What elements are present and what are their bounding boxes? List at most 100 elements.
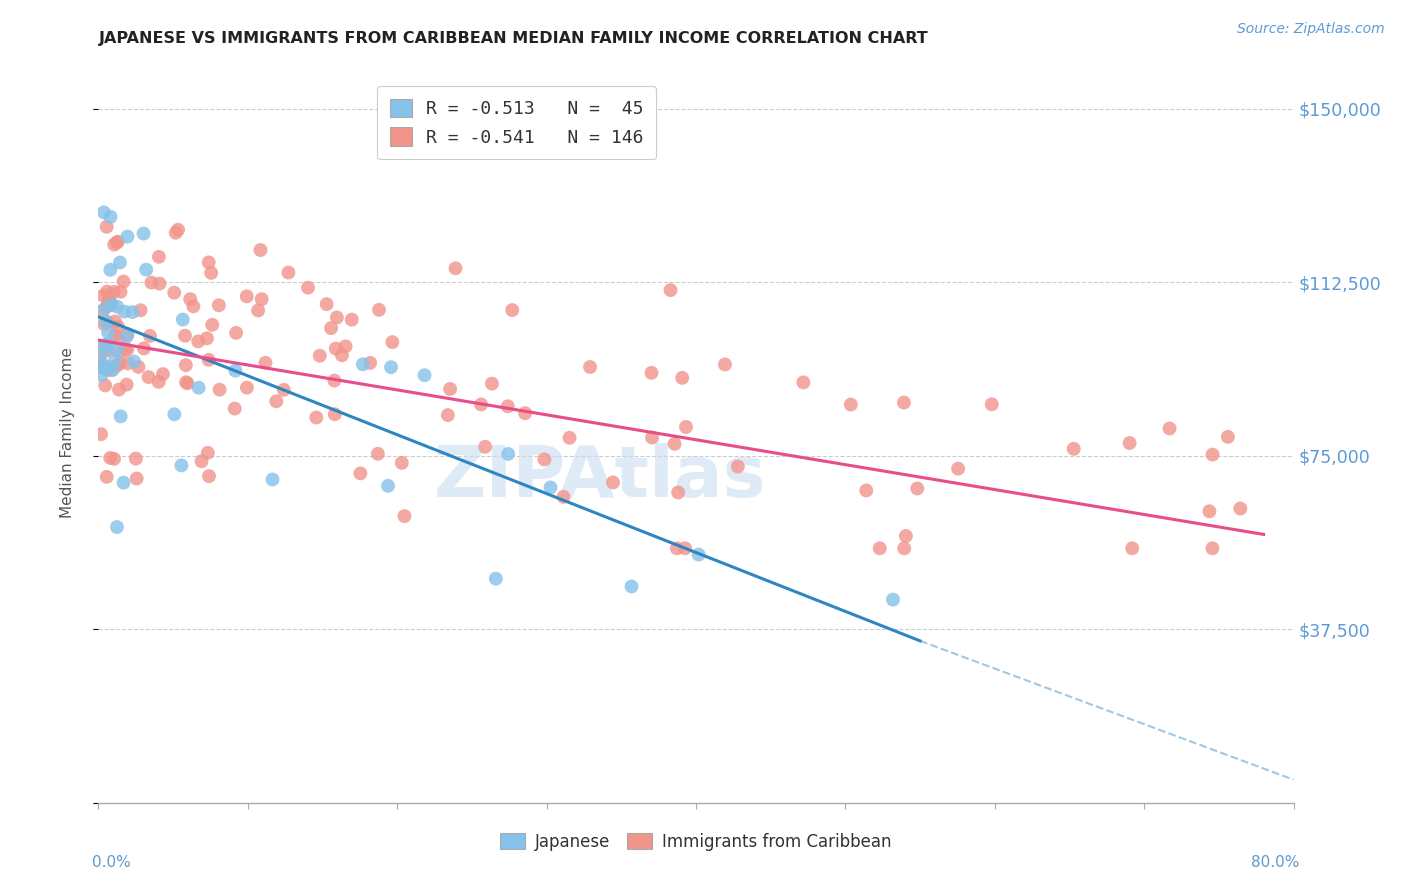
- Point: [323, 374, 346, 388]
- Point: [93, 317, 115, 331]
- Point: [1216, 430, 1239, 444]
- Point: [236, 289, 259, 303]
- Point: [247, 303, 270, 318]
- Point: [105, 343, 128, 358]
- Point: [513, 406, 536, 420]
- Point: [413, 368, 436, 383]
- Point: [439, 382, 461, 396]
- Point: [179, 292, 201, 306]
- Point: [839, 398, 862, 412]
- Point: [893, 395, 915, 409]
- Point: [277, 266, 299, 280]
- Point: [1121, 541, 1143, 556]
- Point: [104, 354, 127, 368]
- Point: [90, 359, 112, 374]
- Point: [90, 341, 112, 355]
- Point: [96, 362, 118, 376]
- Point: [115, 343, 138, 357]
- Point: [93, 301, 115, 316]
- Point: [105, 235, 128, 250]
- Point: [688, 548, 710, 562]
- Point: [470, 397, 492, 411]
- Point: [1198, 504, 1220, 518]
- Point: [305, 410, 328, 425]
- Point: [496, 447, 519, 461]
- Point: [673, 541, 696, 556]
- Point: [122, 354, 145, 368]
- Point: [224, 401, 246, 416]
- Point: [97, 315, 120, 329]
- Point: [121, 305, 143, 319]
- Point: [89, 355, 111, 369]
- Point: [105, 520, 128, 534]
- Point: [297, 281, 319, 295]
- Point: [198, 469, 221, 483]
- Point: [262, 473, 284, 487]
- Point: [104, 328, 127, 343]
- Point: [380, 360, 402, 375]
- Point: [165, 226, 187, 240]
- Point: [141, 276, 163, 290]
- Point: [89, 353, 111, 368]
- Point: [1201, 448, 1223, 462]
- Point: [117, 229, 139, 244]
- Point: [197, 446, 219, 460]
- Point: [152, 367, 174, 381]
- Point: [394, 509, 416, 524]
- Point: [727, 459, 749, 474]
- Point: [905, 482, 928, 496]
- Point: [377, 479, 399, 493]
- Point: [208, 383, 231, 397]
- Point: [96, 219, 118, 234]
- Text: Source: ZipAtlas.com: Source: ZipAtlas.com: [1237, 22, 1385, 37]
- Point: [97, 336, 120, 351]
- Point: [115, 329, 138, 343]
- Point: [117, 327, 139, 342]
- Point: [208, 298, 231, 312]
- Point: [107, 319, 129, 334]
- Point: [481, 376, 503, 391]
- Point: [104, 314, 127, 328]
- Point: [125, 471, 148, 485]
- Point: [107, 235, 129, 249]
- Point: [352, 357, 374, 371]
- Point: [894, 529, 917, 543]
- Point: [110, 344, 132, 359]
- Point: [501, 303, 523, 318]
- Point: [391, 456, 413, 470]
- Point: [195, 331, 218, 345]
- Point: [1159, 421, 1181, 435]
- Point: [1063, 442, 1085, 456]
- Point: [187, 381, 209, 395]
- Point: [326, 310, 349, 325]
- Point: [98, 292, 121, 306]
- Point: [540, 480, 562, 494]
- Point: [187, 334, 209, 349]
- Point: [132, 227, 155, 241]
- Point: [98, 299, 121, 313]
- Point: [108, 383, 131, 397]
- Point: [882, 592, 904, 607]
- Point: [90, 368, 112, 383]
- Point: [94, 338, 117, 352]
- Point: [97, 297, 120, 311]
- Point: [90, 427, 112, 442]
- Point: [139, 329, 162, 343]
- Point: [135, 262, 157, 277]
- Point: [103, 285, 125, 299]
- Point: [335, 339, 357, 353]
- Point: [273, 383, 295, 397]
- Point: [254, 356, 277, 370]
- Point: [163, 407, 186, 421]
- Point: [315, 297, 337, 311]
- Point: [114, 304, 136, 318]
- Point: [127, 359, 149, 374]
- Y-axis label: Median Family Income: Median Family Income: [60, 347, 75, 518]
- Point: [96, 285, 118, 299]
- Point: [105, 359, 128, 373]
- Point: [201, 318, 224, 332]
- Point: [869, 541, 891, 556]
- Point: [236, 381, 259, 395]
- Point: [444, 261, 467, 276]
- Point: [496, 399, 519, 413]
